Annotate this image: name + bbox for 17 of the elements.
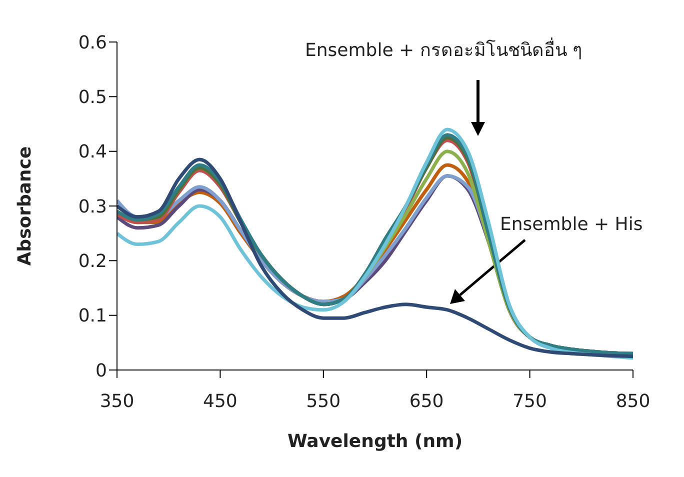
y-axis-title: Absorbance bbox=[14, 146, 36, 266]
annotation: Ensemble + His bbox=[500, 214, 643, 235]
x-tick-label: 650 bbox=[409, 390, 444, 412]
x-tick-label: 350 bbox=[100, 390, 134, 412]
y-tick-label: 0.5 bbox=[78, 87, 107, 108]
x-tick-label: 850 bbox=[616, 390, 650, 412]
x-tick-label: 750 bbox=[512, 390, 547, 412]
y-tick-label: 0.2 bbox=[78, 251, 107, 272]
x-tick-label: 550 bbox=[306, 390, 341, 412]
y-tick-label: 0.4 bbox=[78, 142, 107, 163]
x-tick-label: 450 bbox=[203, 390, 238, 412]
annotation: Ensemble + กรดอะมิโนชนิดอื่น ๆ bbox=[305, 37, 583, 61]
x-axis-title: Wavelength (nm) bbox=[287, 431, 463, 452]
y-tick-label: 0.1 bbox=[78, 306, 107, 327]
y-tick-label: 0.6 bbox=[78, 32, 107, 54]
y-tick-label: 0 bbox=[96, 360, 107, 382]
y-tick-label: 0.3 bbox=[78, 196, 107, 218]
